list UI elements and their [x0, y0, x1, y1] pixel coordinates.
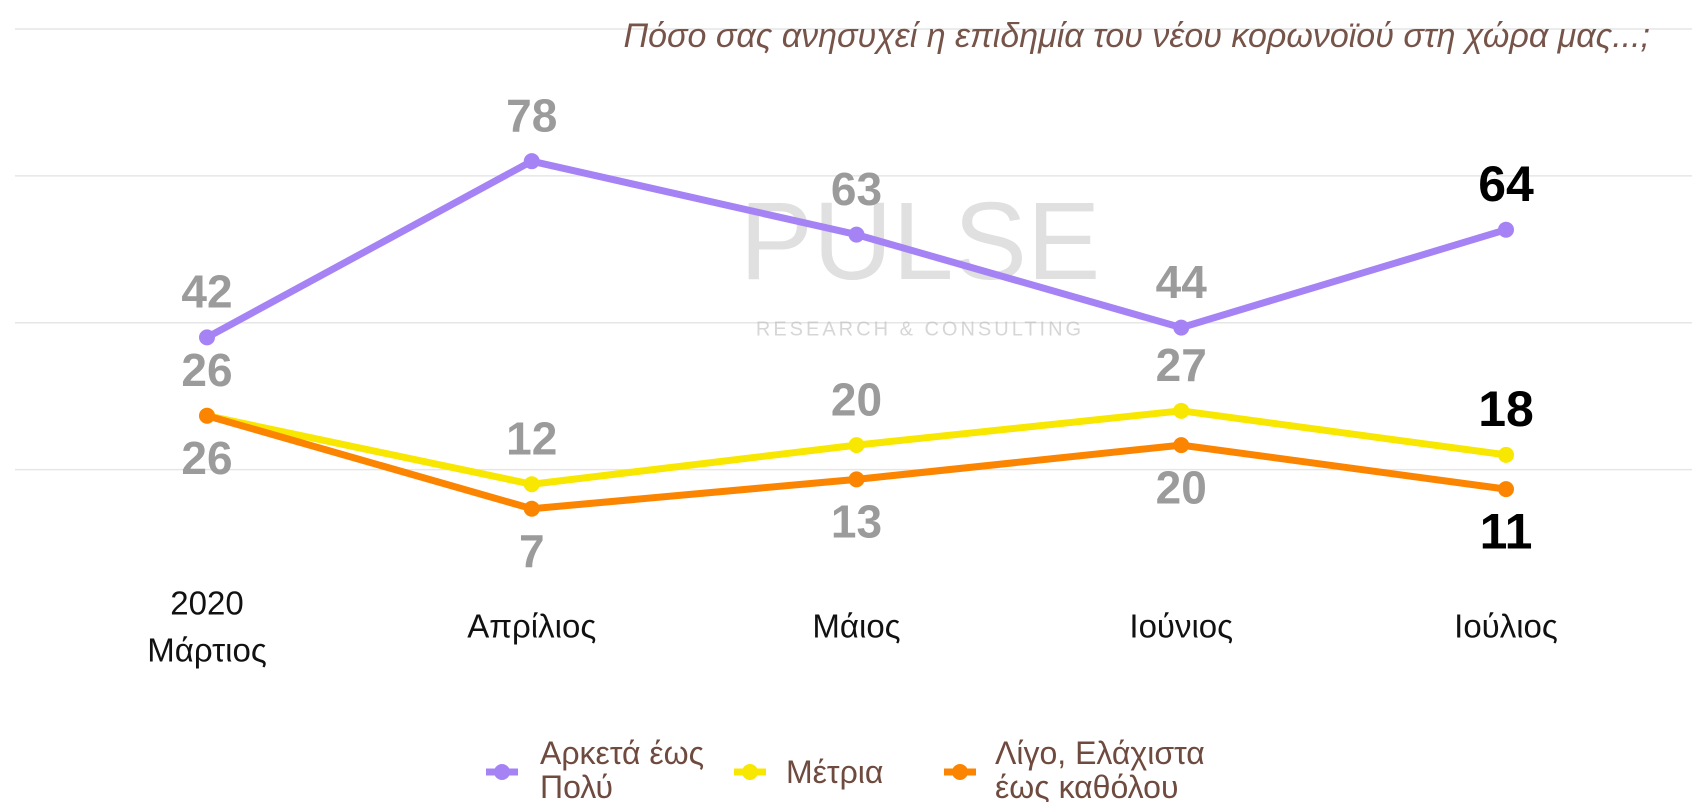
data-label: 78 [506, 89, 557, 141]
data-label: 20 [831, 373, 882, 425]
data-label: 7 [519, 525, 545, 577]
point [1498, 481, 1514, 498]
x-tick-label: Ιούνιος [1129, 608, 1233, 645]
point [199, 329, 215, 346]
legend-label: Αρκετά έως Πολύ [540, 735, 705, 802]
point [523, 476, 540, 493]
grid [15, 28, 1692, 471]
data-label: 26 [181, 432, 232, 484]
data-label: 13 [831, 496, 882, 548]
legend-label: Μέτρια [786, 754, 884, 790]
watermark: PULSE [740, 180, 1101, 303]
point [199, 407, 215, 424]
point [1498, 221, 1514, 238]
data-label: 12 [506, 412, 557, 464]
point [523, 153, 540, 170]
x-tick-label: Μάιος [812, 608, 900, 645]
point [523, 500, 540, 517]
point [848, 437, 865, 454]
legend-swatch [952, 764, 968, 780]
x-axis-year: 2020 [170, 585, 243, 622]
x-tick-label: Ιούλιος [1454, 608, 1558, 645]
point [1498, 446, 1514, 463]
point [848, 471, 865, 488]
data-label: 64 [1478, 156, 1534, 212]
watermark: RESEARCH & CONSULTING [756, 318, 1084, 340]
data-label: 42 [181, 266, 232, 318]
x-tick-label: Απρίλιος [467, 608, 596, 645]
data-label: 11 [1480, 503, 1533, 559]
legend-label: Λίγο, Ελάχιστα έως καθόλου [995, 735, 1205, 802]
data-label: 27 [1156, 339, 1207, 391]
data-label: 63 [831, 163, 882, 215]
legend-swatch [742, 764, 758, 780]
x-tick-label: Μάρτιος [147, 632, 267, 669]
point [1173, 402, 1190, 419]
data-label: 18 [1478, 381, 1534, 437]
point [1173, 319, 1190, 336]
point [1173, 437, 1190, 454]
point [848, 226, 865, 243]
chart-title: Πόσο σας ανησυχεί η επιδημία του νέου κο… [623, 17, 1650, 55]
data-label: 26 [181, 344, 232, 396]
legend-swatch [494, 764, 510, 780]
data-label: 20 [1156, 461, 1207, 513]
data-label: 44 [1156, 256, 1208, 308]
